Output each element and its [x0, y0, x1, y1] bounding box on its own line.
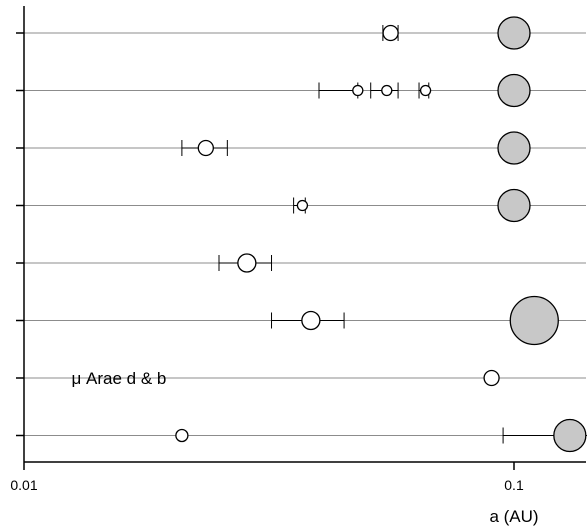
data-point	[509, 295, 559, 346]
data-point	[419, 84, 432, 97]
x-axis-title: a (AU)	[489, 507, 538, 526]
data-point	[497, 131, 531, 165]
data-point	[497, 73, 531, 108]
data-point	[553, 418, 587, 453]
data-point	[352, 84, 364, 97]
data-point	[381, 84, 393, 97]
chart-rows: Scenario I Scenario II Scenario III Scenari…	[16, 16, 587, 453]
row-6: μ Arae d & b	[16, 369, 586, 388]
x-tick-label: 0.1	[504, 477, 524, 493]
row-2: Scenario III	[16, 131, 586, 165]
data-point	[497, 16, 531, 50]
row-7: GJ 876 d & c	[16, 418, 587, 453]
data-point	[382, 24, 399, 42]
data-point	[296, 199, 309, 212]
row-label: μ Arae d & b	[71, 369, 166, 388]
row-0: Scenario I	[16, 16, 586, 50]
row-4: GJ 436 b	[16, 253, 586, 273]
data-point	[175, 428, 189, 443]
row-3: Scenario IV	[16, 188, 586, 223]
x-tick-label: 0.01	[10, 477, 37, 493]
data-point	[301, 310, 321, 331]
row-1: Scenario II	[16, 73, 586, 108]
data-point	[483, 369, 500, 387]
data-point	[497, 188, 531, 223]
x-axis-ticks: 0.010.11	[10, 462, 524, 493]
data-point	[237, 253, 257, 273]
row-5: 55 Cnc e & b	[16, 295, 586, 346]
data-point	[197, 139, 214, 157]
